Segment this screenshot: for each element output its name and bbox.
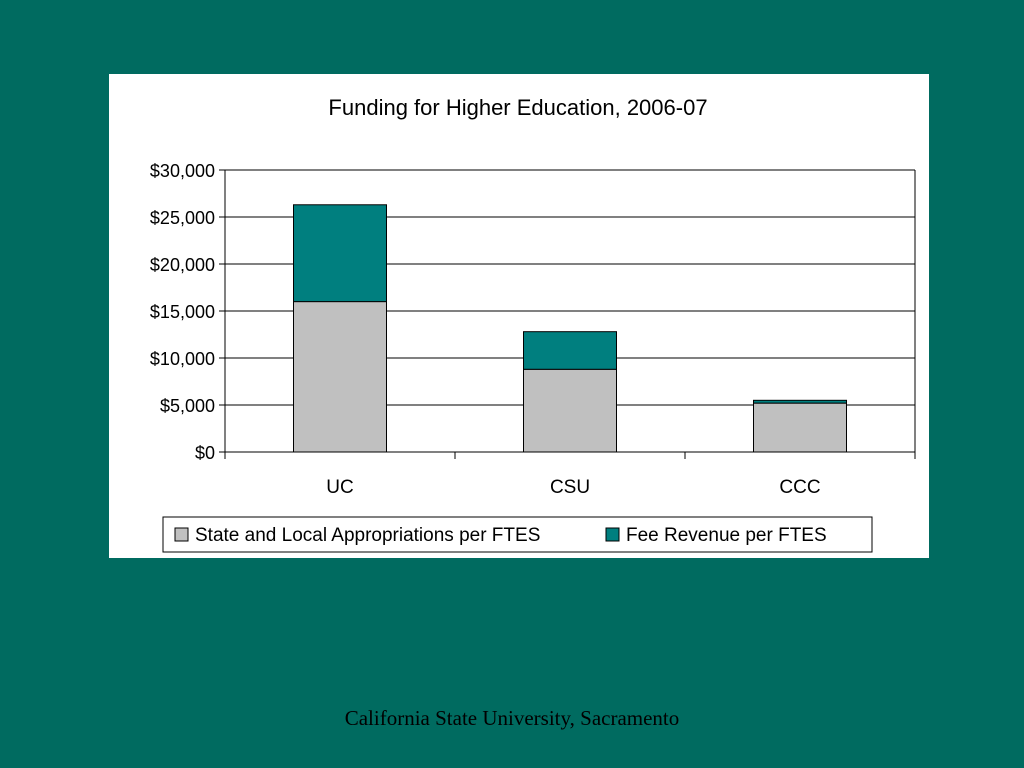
stacked-bar-chart: Funding for Higher Education, 2006-07 $0… xyxy=(150,95,916,553)
y-tick-label: $10,000 xyxy=(150,349,215,369)
bar-segment xyxy=(293,301,387,453)
bar-segment xyxy=(293,204,387,303)
x-axis-tick-labels: UC CSU CCC xyxy=(326,477,820,498)
legend-box xyxy=(162,516,873,553)
y-tick-label: $25,000 xyxy=(150,208,215,228)
legend-swatch xyxy=(605,527,620,542)
axes xyxy=(224,170,916,459)
y-axis-tick-labels: $0 $5,000 $10,000 $15,000 $20,000 $25,000 $30,… xyxy=(150,161,215,463)
legend-swatch xyxy=(174,527,189,542)
bar-segment xyxy=(523,368,617,453)
legend-label: Fee Revenue per FTES xyxy=(626,525,827,546)
y-tick-label: $5,000 xyxy=(160,396,215,416)
bar-segment xyxy=(753,399,847,404)
x-tick-label: UC xyxy=(326,477,353,498)
bars xyxy=(293,204,847,453)
legend-label: State and Local Appropriations per FTES xyxy=(195,525,540,546)
x-tick-label: CCC xyxy=(779,477,820,498)
bar-segment xyxy=(753,402,847,453)
legend: State and Local Appropriations per FTES F… xyxy=(162,516,873,553)
y-tick-label: $15,000 xyxy=(150,302,215,322)
chart-panel: Funding for Higher Education, 2006-07 $0… xyxy=(109,74,929,558)
chart-title: Funding for Higher Education, 2006-07 xyxy=(328,95,707,120)
y-tick-label: $20,000 xyxy=(150,255,215,275)
y-tick-label: $0 xyxy=(195,443,215,463)
bar-segment xyxy=(523,331,617,370)
x-tick-label: CSU xyxy=(550,477,590,498)
slide-footer: California State University, Sacramento xyxy=(344,706,680,730)
y-tick-label: $30,000 xyxy=(150,161,215,181)
